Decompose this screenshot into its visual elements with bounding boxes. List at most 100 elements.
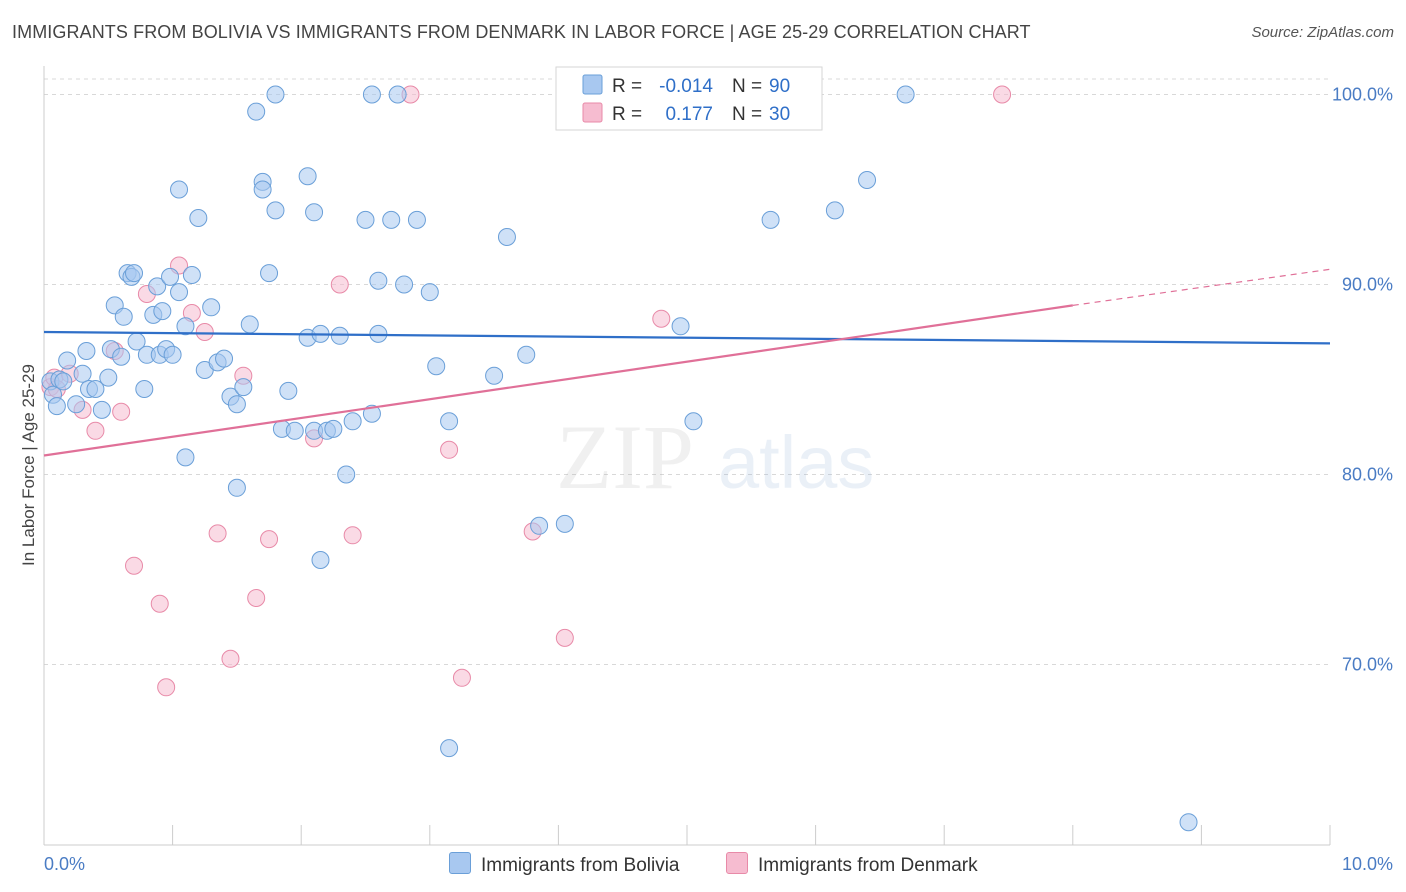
- bolivia-point: [311, 551, 330, 569]
- chart-title: IMMIGRANTS FROM BOLIVIA VS IMMIGRANTS FR…: [12, 22, 1031, 42]
- bolivia-point: [153, 302, 172, 321]
- denmark-point: [652, 309, 671, 328]
- bolivia-point: [896, 85, 915, 104]
- denmark-point: [221, 649, 240, 668]
- bolivia-point: [112, 347, 131, 366]
- bolivia-point: [497, 228, 516, 246]
- watermark-atlas: atlas: [718, 421, 874, 504]
- denmark-point: [86, 421, 105, 440]
- denmark-point: [330, 275, 349, 294]
- bolivia-point: [440, 412, 459, 431]
- bolivia-point: [825, 201, 844, 220]
- bolivia-point: [305, 203, 324, 222]
- bolivia-point: [362, 404, 381, 423]
- legend-box: R = -0.014 N = 90 R = 0.177 N = 30: [555, 66, 823, 131]
- bolivia-point: [77, 342, 96, 360]
- bolivia-point: [182, 266, 201, 284]
- bolivia-point: [161, 267, 180, 286]
- legend-label-bolivia: Immigrants from Bolivia: [481, 855, 680, 876]
- legend-n-label-bolivia: N =: [732, 76, 762, 97]
- bolivia-point: [298, 167, 317, 186]
- bolivia-point: [176, 317, 195, 336]
- legend-n-value-denmark: 30: [769, 104, 790, 125]
- bolivia-point: [671, 317, 690, 336]
- bolivia-point: [47, 397, 66, 416]
- bolivia-point: [420, 283, 439, 302]
- bolivia-point: [114, 307, 133, 326]
- bolivia-point: [73, 364, 92, 383]
- bolivia-point: [189, 209, 208, 227]
- legend-r-value-denmark: 0.177: [665, 104, 713, 125]
- denmark-point: [208, 524, 227, 543]
- legend-label-denmark: Immigrants from Denmark: [758, 855, 978, 876]
- x-tick-label: 10.0%: [1342, 854, 1393, 874]
- bolivia-point: [330, 326, 349, 345]
- bolivia-point: [324, 419, 343, 438]
- bottom-legend: Immigrants from Bolivia Immigrants from …: [0, 850, 1406, 880]
- bolivia-point: [279, 381, 298, 400]
- bolivia-point: [356, 210, 375, 229]
- bolivia-point: [530, 516, 549, 535]
- bolivia-point: [253, 180, 272, 199]
- source-label: Source: ZipAtlas.com: [1251, 24, 1394, 41]
- legend-n-label-denmark: N =: [732, 104, 762, 125]
- bolivia-point: [58, 351, 77, 370]
- bolivia-point: [407, 210, 426, 229]
- denmark-point: [125, 556, 144, 575]
- bolivia-point: [427, 357, 446, 376]
- legend-swatch-denmark: [582, 102, 603, 123]
- trend-lines: [43, 268, 1331, 457]
- legend-n-value-bolivia: 90: [769, 76, 790, 97]
- bolivia-point: [858, 171, 877, 189]
- bolivia-point: [67, 395, 86, 414]
- bolivia-point: [163, 345, 182, 364]
- legend-item-denmark: Immigrants from Denmark: [726, 852, 978, 877]
- bolivia-point: [135, 380, 154, 398]
- bolivia-point: [125, 264, 144, 283]
- bolivia-point: [369, 271, 388, 290]
- bolivia-point: [1179, 813, 1198, 832]
- bolivia-point: [343, 412, 362, 431]
- y-tick-label: 80.0%: [1342, 465, 1393, 485]
- legend-r-label-denmark: R =: [612, 104, 642, 125]
- denmark-point: [452, 668, 471, 687]
- bolivia-trend-line: [43, 330, 1331, 345]
- bolivia-point: [266, 85, 285, 104]
- denmark-point: [555, 628, 574, 647]
- legend-r-label-bolivia: R =: [612, 76, 642, 97]
- legend-r-value-bolivia: -0.014: [659, 76, 713, 97]
- bolivia-point: [388, 85, 407, 104]
- bolivia-point: [247, 102, 266, 121]
- bolivia-point: [202, 298, 221, 317]
- denmark-trend-line: [43, 304, 1073, 457]
- denmark-point: [440, 440, 459, 459]
- bolivia-point: [517, 345, 536, 364]
- denmark-trend-extension: [1072, 268, 1331, 306]
- bolivia-point: [176, 448, 195, 467]
- bolivia-point: [148, 277, 167, 296]
- denmark-point: [247, 589, 266, 607]
- bolivia-point: [215, 349, 234, 368]
- denmark-point: [157, 678, 176, 697]
- watermark-zip: ZIP: [556, 406, 694, 508]
- y-tick-labels: 70.0% 80.0% 90.0% 100.0%: [1332, 85, 1393, 675]
- denmark-point: [150, 594, 169, 613]
- denmark-point: [343, 526, 362, 545]
- bolivia-point: [337, 465, 356, 484]
- bolivia-point: [485, 366, 504, 385]
- bolivia-point: [761, 210, 780, 229]
- legend-swatch-bolivia: [582, 74, 603, 95]
- denmark-point: [195, 323, 214, 341]
- y-tick-label: 100.0%: [1332, 85, 1393, 105]
- bolivia-point: [260, 264, 279, 283]
- bolivia-point: [382, 210, 401, 229]
- denmark-point: [260, 530, 279, 549]
- bolivia-point: [170, 283, 189, 302]
- bolivia-point: [54, 372, 73, 391]
- bolivia-point: [266, 201, 285, 220]
- y-axis-label: In Labor Force | Age 25-29: [19, 364, 38, 566]
- bolivia-point: [240, 315, 259, 334]
- legend-item-bolivia: Immigrants from Bolivia: [449, 852, 680, 877]
- bolivia-point: [555, 514, 574, 533]
- x-tick-labels: 0.0% 10.0%: [44, 854, 1393, 874]
